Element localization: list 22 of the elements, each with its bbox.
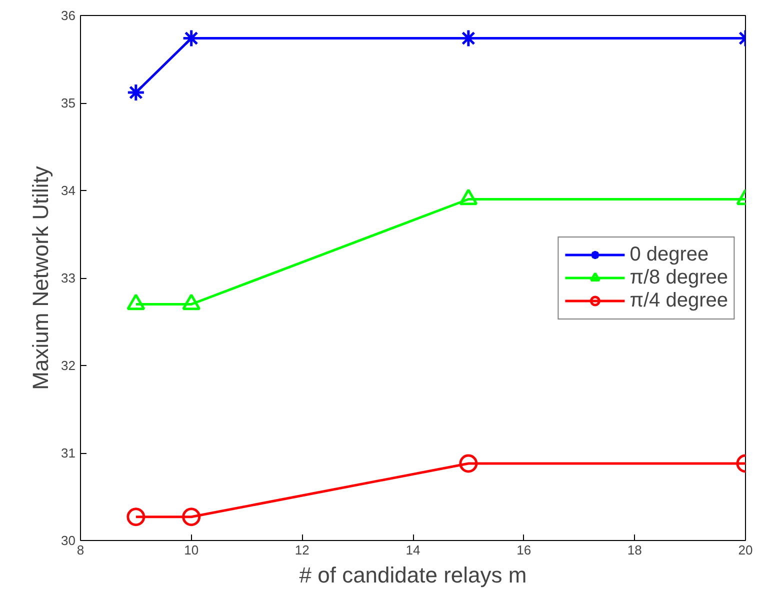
y-tick-label: 33 (61, 270, 76, 286)
point (126, 83, 146, 102)
point (182, 508, 201, 526)
x-axis-title: # of candidate relays m (299, 562, 527, 588)
y-axis-title: Maxium Network Utility (28, 166, 54, 390)
legend-label: 0 degree (630, 243, 709, 266)
y-tick-label: 35 (61, 96, 76, 110)
y-tick-label: 36 (61, 8, 76, 23)
x-tick-label: 20 (738, 542, 753, 558)
x-tick-label: 18 (627, 542, 642, 558)
y-tick-label: 31 (61, 446, 76, 460)
legend-label: π/8 degree (630, 266, 728, 289)
y-tick-label: 32 (61, 358, 76, 373)
point (126, 508, 146, 526)
x-tick-label: 16 (516, 542, 532, 558)
x-tick-label: 8 (76, 542, 84, 558)
legend-label: π/4 degree (630, 289, 728, 312)
x-tick-label: 10 (184, 542, 199, 558)
y-tick-label: 34 (61, 183, 76, 198)
x-tick-label: 12 (294, 542, 310, 558)
y-tick-label: 30 (61, 533, 76, 548)
x-tick-label: 14 (406, 542, 420, 558)
